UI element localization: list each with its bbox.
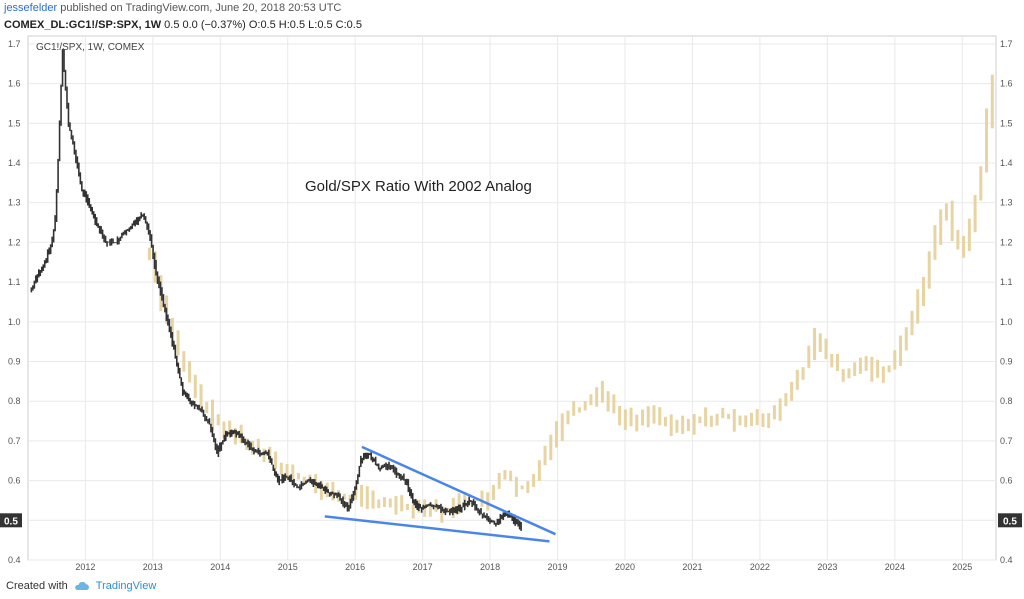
wedge-trendline[interactable]: [324, 515, 550, 543]
x-tick-label: 2025: [952, 562, 972, 572]
symbol-info: COMEX_DL:GC1!/SP:SPX, 1W 0.5 0.0 (−0.37%…: [4, 19, 362, 32]
y-tick-label-right: 1.7: [1000, 39, 1013, 49]
y-tick-label-left: 1.3: [8, 198, 21, 208]
x-tick-label: 2016: [345, 562, 365, 572]
x-tick-label: 2012: [75, 562, 95, 572]
published-text: published on TradingView.com, June 20, 2…: [60, 2, 342, 14]
y-tick-label-right: 1.0: [1000, 317, 1013, 327]
y-tick-label-right: 1.3: [1000, 198, 1013, 208]
symbol-label: COMEX_DL:GC1!/SP:SPX, 1W: [4, 19, 162, 31]
y-tick-label-right: 1.2: [1000, 237, 1013, 247]
y-tick-label-right: 1.5: [1000, 118, 1013, 128]
footer: Created with TradingView: [6, 580, 156, 592]
x-tick-label: 2018: [480, 562, 500, 572]
y-tick-label-right: 0.9: [1000, 357, 1013, 367]
x-tick-label: 2017: [413, 562, 433, 572]
x-axis: 2012 2013 2014 2015 2016 2017 2018 2019 2020 2021…: [75, 562, 972, 572]
price-label-right-text: 0.5: [1003, 516, 1017, 527]
tradingview-cloud-icon: [74, 581, 89, 590]
chart-canvas[interactable]: 0.4 0.5 0.6 0.7 0.8 0.9 1.0 1.1 1.2 1.3 1.4 1.5 1.6 1…: [0, 0, 1024, 578]
ohlc-readout: 0.5 0.0 (−0.37%) O:0.5 H:0.5 L:0.5 C:0.5: [164, 19, 362, 31]
y-tick-label-left: 1.6: [8, 79, 21, 89]
x-tick-label: 2021: [682, 562, 702, 572]
x-tick-label: 2024: [885, 562, 905, 572]
y-tick-label-left: 0.9: [8, 357, 21, 367]
chart-annotation: Gold/SPX Ratio With 2002 Analog: [305, 178, 532, 195]
price-label-left: [0, 513, 22, 528]
price-label-right: [998, 513, 1022, 528]
last-price-label: 0.5 0.5: [0, 513, 1022, 528]
chart-header: jessefelder published on TradingView.com…: [4, 2, 362, 32]
pane-label: GC1!/SPX, 1W, COMEX: [36, 42, 145, 53]
y-tick-label-left: 1.0: [8, 317, 21, 327]
trendlines: [324, 445, 557, 543]
y-tick-label-right: 1.6: [1000, 79, 1013, 89]
y-axis-right: 0.40.50.60.70.80.91.01.11.21.31.41.51.61…: [1000, 39, 1013, 565]
y-tick-label-right: 0.4: [1000, 555, 1013, 565]
y-tick-label-right: 1.4: [1000, 158, 1013, 168]
x-tick-label: 2019: [548, 562, 568, 572]
actual-series: [30, 49, 522, 531]
created-with-text: Created with: [6, 580, 68, 592]
y-tick-label-left: 1.5: [8, 118, 21, 128]
y-tick-label-left: 0.7: [8, 436, 21, 446]
publisher-link[interactable]: jessefelder: [4, 2, 58, 14]
y-tick-label-left: 1.7: [8, 39, 21, 49]
y-tick-label-left: 0.8: [8, 396, 21, 406]
y-tick-label-left: 0.4: [8, 555, 21, 565]
x-tick-label: 2013: [143, 562, 163, 572]
y-tick-label-left: 1.2: [8, 237, 21, 247]
x-tick-label: 2014: [210, 562, 230, 572]
y-tick-label-right: 0.7: [1000, 436, 1013, 446]
y-tick-label-left: 0.6: [8, 476, 21, 486]
y-tick-label-right: 0.8: [1000, 396, 1013, 406]
y-tick-label-left: 1.1: [8, 277, 21, 287]
publish-info: jessefelder published on TradingView.com…: [4, 2, 362, 15]
chart-frame: [27, 35, 997, 561]
x-tick-label: 2015: [278, 562, 298, 572]
x-tick-label: 2020: [615, 562, 635, 572]
price-label-left-text: 0.5: [4, 516, 18, 527]
y-tick-label-right: 0.6: [1000, 476, 1013, 486]
tradingview-link[interactable]: TradingView: [95, 580, 157, 592]
y-axis-left: 0.40.50.60.70.80.91.01.11.21.31.41.51.61…: [8, 39, 21, 565]
y-tick-label-left: 1.4: [8, 158, 21, 168]
x-tick-label: 2023: [817, 562, 837, 572]
x-tick-label: 2022: [750, 562, 770, 572]
y-tick-label-right: 1.1: [1000, 277, 1013, 287]
wedge-trendline[interactable]: [361, 445, 557, 536]
